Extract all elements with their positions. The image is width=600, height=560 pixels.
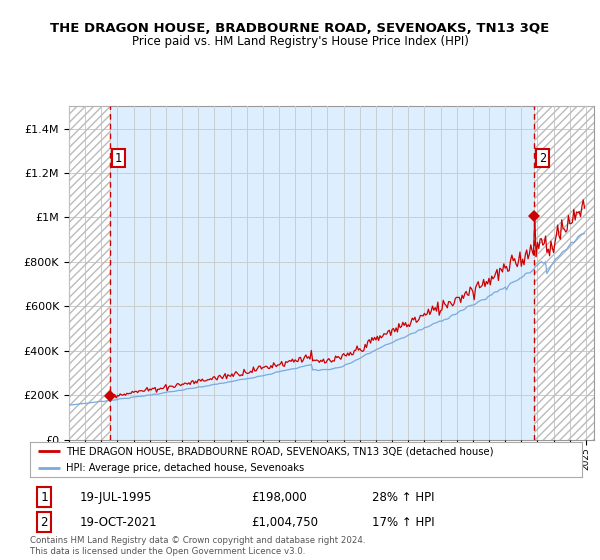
Text: HPI: Average price, detached house, Sevenoaks: HPI: Average price, detached house, Seve… (66, 463, 304, 473)
Text: 2: 2 (539, 152, 546, 165)
Text: Price paid vs. HM Land Registry's House Price Index (HPI): Price paid vs. HM Land Registry's House … (131, 35, 469, 48)
Text: £198,000: £198,000 (251, 491, 307, 504)
Text: 19-JUL-1995: 19-JUL-1995 (80, 491, 152, 504)
Text: 2: 2 (40, 516, 47, 529)
Text: 1: 1 (115, 152, 122, 165)
Text: THE DRAGON HOUSE, BRADBOURNE ROAD, SEVENOAKS, TN13 3QE (detached house): THE DRAGON HOUSE, BRADBOURNE ROAD, SEVEN… (66, 446, 493, 456)
Text: 28% ↑ HPI: 28% ↑ HPI (372, 491, 435, 504)
Text: THE DRAGON HOUSE, BRADBOURNE ROAD, SEVENOAKS, TN13 3QE: THE DRAGON HOUSE, BRADBOURNE ROAD, SEVEN… (50, 22, 550, 35)
Text: 19-OCT-2021: 19-OCT-2021 (80, 516, 157, 529)
Text: Contains HM Land Registry data © Crown copyright and database right 2024.
This d: Contains HM Land Registry data © Crown c… (30, 536, 365, 556)
Text: £1,004,750: £1,004,750 (251, 516, 318, 529)
Text: 17% ↑ HPI: 17% ↑ HPI (372, 516, 435, 529)
Text: 1: 1 (40, 491, 47, 504)
